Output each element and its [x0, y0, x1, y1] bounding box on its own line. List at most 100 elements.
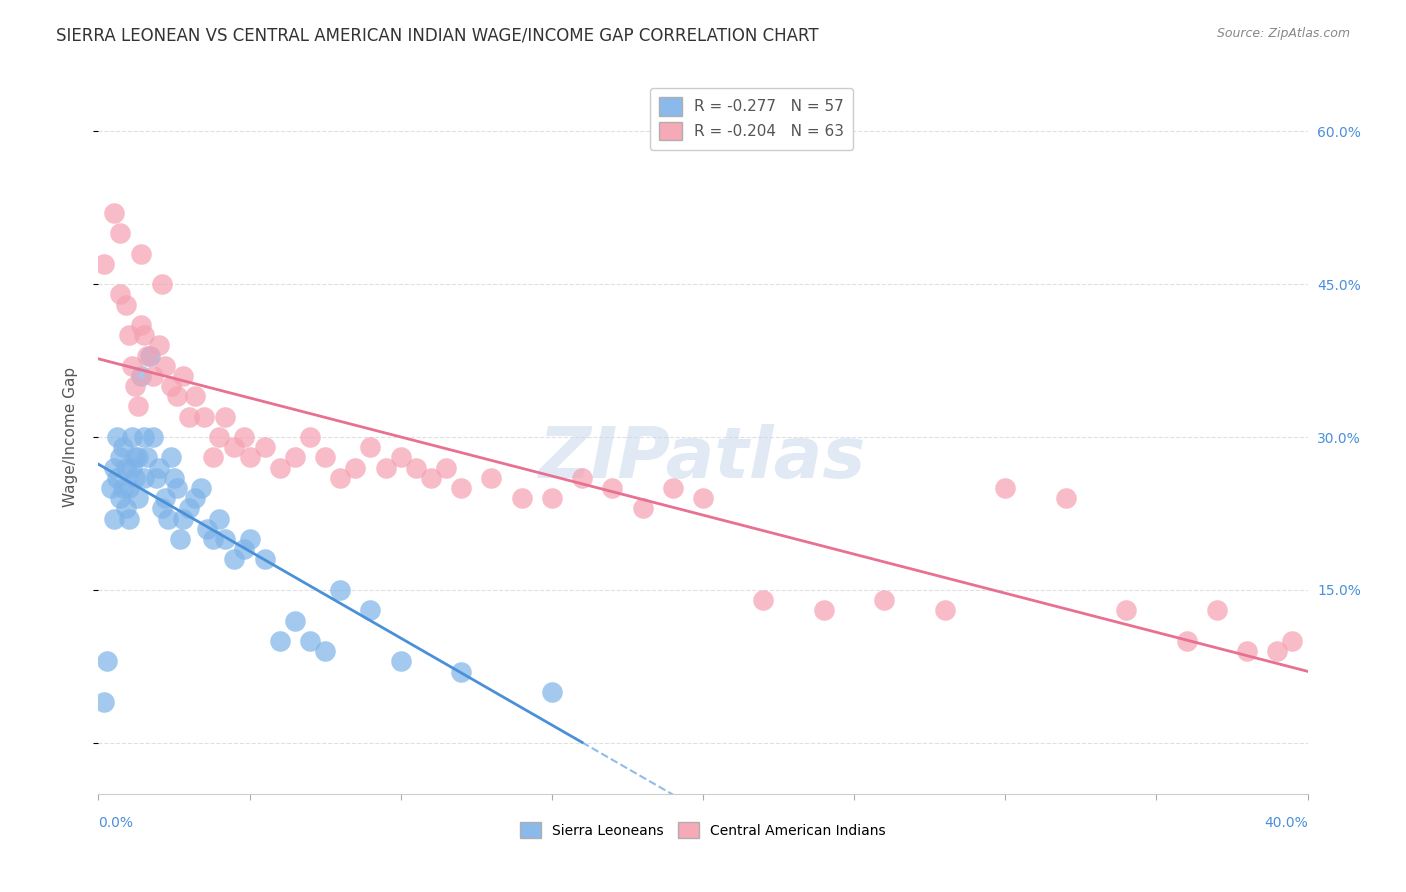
Text: 0.0%: 0.0% [98, 816, 134, 830]
Y-axis label: Wage/Income Gap: Wage/Income Gap [63, 367, 77, 508]
Point [1175, 634, 1198, 648]
Point [208, 511, 231, 525]
Point [166, 481, 188, 495]
Point [202, 450, 225, 465]
Point [540, 491, 562, 506]
Point [994, 481, 1017, 495]
Point [160, 450, 183, 465]
Point [142, 430, 165, 444]
Point [127, 450, 149, 465]
Point [571, 471, 593, 485]
Point [224, 552, 246, 566]
Point [239, 532, 262, 546]
Point [124, 471, 146, 485]
Point [284, 614, 307, 628]
Text: Source: ZipAtlas.com: Source: ZipAtlas.com [1216, 27, 1350, 40]
Point [1281, 634, 1303, 648]
Point [389, 450, 412, 465]
Point [105, 471, 128, 485]
Point [145, 471, 167, 485]
Point [118, 328, 141, 343]
Point [195, 522, 218, 536]
Point [172, 511, 194, 525]
Point [132, 471, 155, 485]
Point [111, 440, 134, 454]
Point [389, 654, 412, 668]
Point [105, 430, 128, 444]
Point [299, 430, 322, 444]
Point [96, 654, 118, 668]
Point [124, 379, 146, 393]
Point [148, 338, 170, 352]
Point [135, 349, 157, 363]
Point [631, 501, 654, 516]
Point [253, 552, 276, 566]
Point [214, 409, 236, 424]
Point [1267, 644, 1289, 658]
Point [103, 206, 125, 220]
Point [127, 400, 149, 414]
Point [108, 491, 131, 506]
Point [139, 349, 162, 363]
Point [232, 430, 254, 444]
Point [179, 501, 201, 516]
Point [360, 603, 382, 617]
Point [111, 481, 134, 495]
Point [214, 532, 236, 546]
Point [153, 359, 176, 373]
Point [142, 368, 165, 383]
Point [160, 379, 183, 393]
Point [132, 328, 155, 343]
Point [118, 511, 141, 525]
Point [166, 389, 188, 403]
Point [329, 582, 352, 597]
Point [118, 481, 141, 495]
Point [239, 450, 262, 465]
Point [93, 257, 115, 271]
Point [129, 368, 152, 383]
Point [344, 460, 367, 475]
Point [124, 450, 146, 465]
Point [1054, 491, 1077, 506]
Point [169, 532, 191, 546]
Point [148, 460, 170, 475]
Point [661, 481, 683, 495]
Point [450, 481, 472, 495]
Point [121, 359, 143, 373]
Point [329, 471, 352, 485]
Point [202, 532, 225, 546]
Point [232, 542, 254, 557]
Point [103, 460, 125, 475]
Point [374, 460, 396, 475]
Point [100, 481, 122, 495]
Point [405, 460, 427, 475]
Point [190, 481, 212, 495]
Point [193, 409, 215, 424]
Point [934, 603, 956, 617]
Point [1236, 644, 1258, 658]
Point [873, 593, 896, 607]
Point [1115, 603, 1137, 617]
Point [150, 501, 173, 516]
Point [108, 450, 131, 465]
Point [108, 287, 131, 301]
Point [114, 297, 136, 311]
Point [132, 430, 155, 444]
Point [121, 460, 143, 475]
Point [299, 634, 322, 648]
Point [434, 460, 457, 475]
Point [172, 368, 194, 383]
Point [314, 644, 336, 658]
Point [510, 491, 533, 506]
Point [269, 634, 291, 648]
Point [1206, 603, 1229, 617]
Text: ZIPatlas: ZIPatlas [540, 424, 866, 493]
Point [208, 430, 231, 444]
Point [129, 246, 152, 260]
Legend: Sierra Leoneans, Central American Indians: Sierra Leoneans, Central American Indian… [515, 816, 891, 844]
Point [450, 665, 472, 679]
Point [121, 430, 143, 444]
Point [163, 471, 186, 485]
Point [360, 440, 382, 454]
Point [284, 450, 307, 465]
